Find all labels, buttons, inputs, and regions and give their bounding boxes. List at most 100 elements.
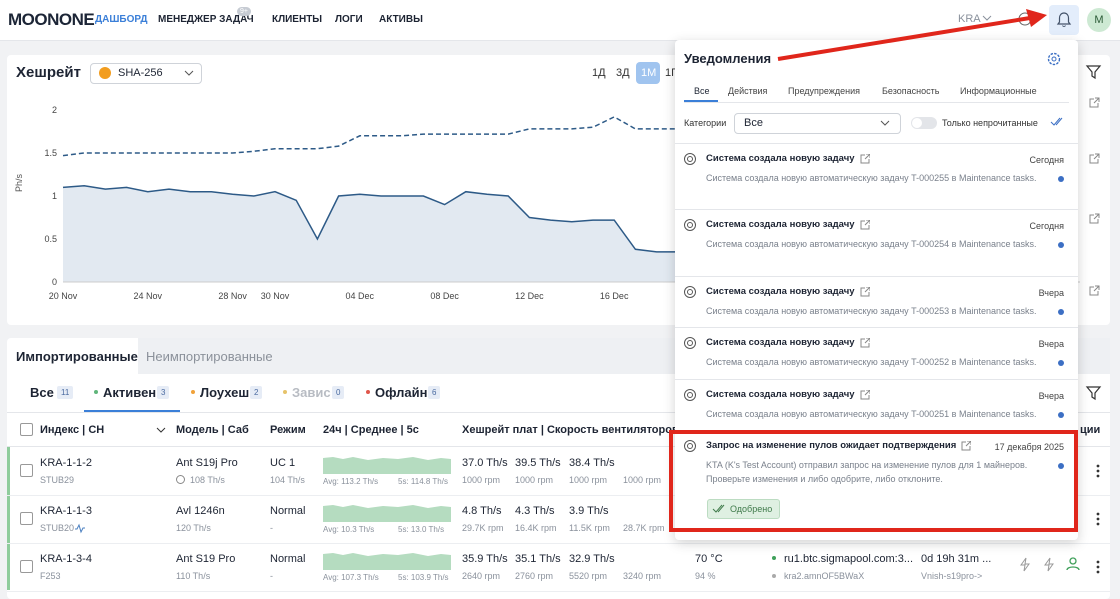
area bbox=[63, 185, 678, 282]
item-text: Система создала новую автоматическую зад… bbox=[706, 239, 1037, 249]
external-link-part bbox=[1093, 285, 1100, 292]
bell-button[interactable] bbox=[1049, 5, 1079, 35]
column-header: 24ч | Среднее | 5с bbox=[323, 424, 419, 436]
item-icon-part bbox=[687, 156, 693, 162]
checkbox[interactable] bbox=[20, 560, 33, 573]
user-icon[interactable] bbox=[1066, 557, 1080, 571]
item-divider bbox=[675, 143, 1078, 144]
row-menu[interactable] bbox=[1096, 512, 1100, 526]
item-title-row[interactable]: Система создала новую задачу bbox=[706, 389, 870, 400]
external-link bbox=[1089, 285, 1100, 296]
nav-item[interactable]: ЛОГИ bbox=[335, 14, 363, 25]
item-title-row[interactable]: Система создала новую задачу bbox=[706, 286, 870, 297]
checkbox[interactable] bbox=[20, 464, 33, 477]
x-tick-label: 16 Dec bbox=[600, 291, 629, 301]
chevron-part bbox=[184, 70, 194, 76]
nav-item[interactable]: АКТИВЫ bbox=[379, 14, 423, 25]
item-icon bbox=[684, 286, 696, 298]
row-menu[interactable] bbox=[1096, 464, 1100, 478]
nav-item[interactable]: МЕНЕДЖЕР ЗАДАЧ bbox=[158, 14, 254, 25]
external-link-part bbox=[961, 441, 971, 450]
mark-read[interactable] bbox=[1050, 117, 1064, 126]
external-link[interactable] bbox=[860, 219, 870, 230]
nav-item[interactable]: ДАШБОРД bbox=[95, 14, 148, 25]
category-select[interactable] bbox=[734, 113, 901, 134]
sparkline bbox=[323, 553, 451, 570]
item-icon bbox=[684, 337, 696, 349]
item-icon-part bbox=[687, 340, 693, 346]
period-button[interactable]: 3Д bbox=[616, 67, 630, 79]
checkbox[interactable] bbox=[20, 423, 33, 436]
tab-underline bbox=[684, 100, 718, 102]
filter-count: 2 bbox=[250, 386, 263, 399]
item-title-row[interactable]: Система создала новую задачу bbox=[706, 153, 870, 164]
avatar[interactable]: M bbox=[1087, 8, 1111, 32]
chevron bbox=[184, 70, 194, 76]
filter-label[interactable]: Офлайн bbox=[375, 385, 428, 400]
external-link-part bbox=[864, 153, 870, 159]
row-menu[interactable] bbox=[1096, 560, 1100, 574]
external-link[interactable] bbox=[860, 389, 870, 400]
tab[interactable]: Неимпортированные bbox=[146, 349, 273, 364]
unread-dot-part bbox=[1058, 412, 1064, 418]
filter-label[interactable]: Все bbox=[30, 385, 54, 400]
period-button[interactable]: 1М bbox=[641, 67, 657, 79]
board-fan: 1000 rpm bbox=[569, 475, 608, 485]
filter-label[interactable]: Завис bbox=[292, 385, 331, 400]
item-divider bbox=[675, 379, 1078, 380]
algo-select[interactable] bbox=[90, 63, 202, 84]
board-hashrate: 38.4 Th/s bbox=[569, 457, 615, 469]
item-divider bbox=[675, 209, 1078, 210]
external-link-part bbox=[864, 337, 870, 343]
period-button[interactable]: 1Д bbox=[592, 67, 606, 79]
item-title-row[interactable]: Система создала новую задачу bbox=[706, 219, 870, 230]
item-title-row[interactable]: Система создала новую задачу bbox=[706, 337, 870, 348]
row-menu-part bbox=[1096, 560, 1100, 564]
checkbox[interactable] bbox=[20, 512, 33, 525]
external-link[interactable] bbox=[961, 440, 972, 451]
miner-model: Avl 1246n bbox=[176, 505, 225, 517]
site-select[interactable]: KRA bbox=[958, 13, 981, 25]
filter-icon[interactable] bbox=[1085, 386, 1102, 401]
filter-divider bbox=[7, 412, 1110, 413]
column-header: Режим bbox=[270, 424, 306, 436]
s5-hashrate: 5s: 13.0 Th/s bbox=[398, 525, 445, 534]
info-icon-part bbox=[176, 475, 185, 484]
column-header: Хешрейт плат | Скорость вентиляторов bbox=[462, 424, 679, 436]
miner-model: Ant S19j Pro bbox=[176, 457, 238, 469]
period-button[interactable]: 1Г bbox=[665, 67, 678, 79]
item-divider bbox=[675, 276, 1078, 277]
filter-label[interactable]: Лоухеш bbox=[200, 385, 250, 400]
panel-tab[interactable]: Информационные bbox=[960, 86, 1037, 96]
miner-sn: STUB20 bbox=[40, 523, 75, 533]
panel-tab[interactable]: Предупреждения bbox=[788, 86, 860, 96]
annotation-part bbox=[1026, 9, 1047, 27]
item-title-row[interactable]: Запрос на изменение пулов ожидает подтве… bbox=[706, 440, 972, 451]
unread-dot-part bbox=[1058, 309, 1064, 315]
unread-toggle-label: Только непрочитанные bbox=[942, 118, 1038, 128]
x-tick-label: 20 Nov bbox=[49, 291, 78, 301]
action-icon[interactable] bbox=[1044, 557, 1054, 572]
item-text: Система создала новую автоматическую зад… bbox=[706, 173, 1037, 183]
external-link[interactable] bbox=[860, 153, 870, 164]
panel-tab[interactable]: Безопасность bbox=[882, 86, 940, 96]
board-fan: 1000 rpm bbox=[515, 475, 554, 485]
external-link[interactable] bbox=[860, 337, 870, 348]
item-icon bbox=[684, 440, 696, 452]
tab-active[interactable]: Импортированные bbox=[16, 349, 138, 364]
row-divider bbox=[7, 543, 1110, 544]
item-title: Система создала новую задачу bbox=[706, 337, 855, 348]
panel-tab[interactable]: Действия bbox=[728, 86, 768, 96]
nav-item[interactable]: КЛИЕНТЫ bbox=[272, 14, 323, 25]
row-menu-part bbox=[1096, 464, 1100, 468]
action-icon[interactable] bbox=[1020, 557, 1030, 572]
settings-icon[interactable] bbox=[1047, 52, 1061, 66]
filter-icon[interactable] bbox=[1085, 65, 1102, 80]
filter-label[interactable]: Активен bbox=[103, 385, 157, 400]
external-link[interactable] bbox=[860, 286, 870, 297]
toggle[interactable] bbox=[911, 117, 937, 129]
header-line bbox=[7, 446, 1110, 447]
status-dot bbox=[366, 390, 370, 394]
panel-tab[interactable]: Все bbox=[694, 86, 710, 96]
